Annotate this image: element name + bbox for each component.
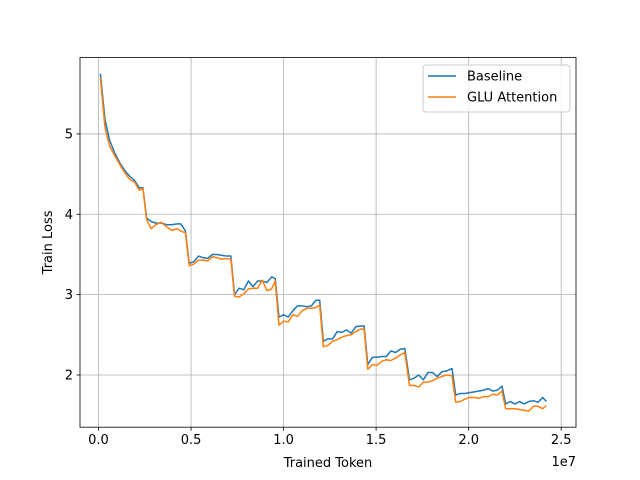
x-tick-label: 1.0 bbox=[273, 433, 294, 448]
legend-label-baseline: Baseline bbox=[467, 70, 522, 85]
x-axis-ticks: 0.0 0.5 1.0 1.5 2.0 2.5 bbox=[88, 427, 572, 448]
legend: Baseline GLU Attention bbox=[422, 64, 571, 113]
y-tick-label: 3 bbox=[65, 288, 73, 303]
y-tick-label: 2 bbox=[65, 368, 73, 383]
y-axis-label: Train Loss bbox=[41, 210, 56, 275]
x-tick-label: 2.5 bbox=[551, 433, 572, 448]
legend-box bbox=[422, 64, 571, 113]
x-tick-label: 2.0 bbox=[458, 433, 479, 448]
grid-lines bbox=[80, 57, 576, 428]
y-tick-label: 5 bbox=[65, 127, 73, 142]
y-axis-ticks: 2 3 4 5 bbox=[65, 127, 80, 383]
x-tick-label: 0.0 bbox=[88, 433, 109, 448]
x-axis-label: Trained Token bbox=[283, 456, 373, 471]
x-tick-label: 0.5 bbox=[181, 433, 202, 448]
x-axis-offset: 1e7 bbox=[551, 455, 576, 470]
legend-label-glu-attention: GLU Attention bbox=[467, 91, 557, 106]
series-line-glu-attention bbox=[99, 77, 547, 412]
y-tick-label: 4 bbox=[65, 208, 73, 223]
plot-frame bbox=[79, 57, 577, 428]
plot-series bbox=[99, 73, 547, 412]
x-tick-label: 1.5 bbox=[366, 433, 387, 448]
